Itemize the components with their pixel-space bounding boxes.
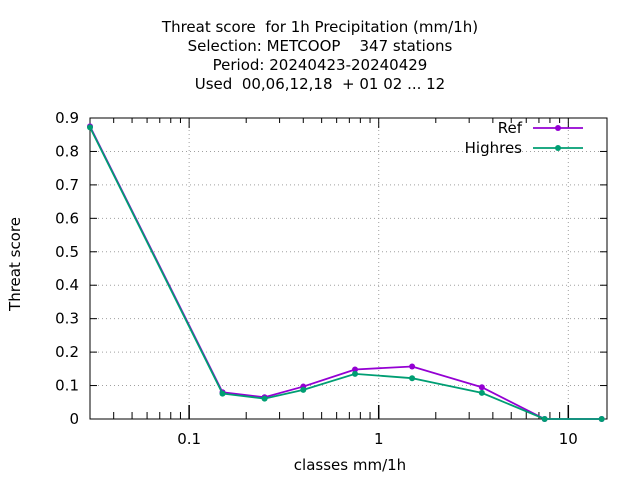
y-tick-label: 0.7 xyxy=(55,176,79,194)
x-tick-label: 10 xyxy=(559,430,578,448)
legend-marker-ref xyxy=(555,125,561,131)
x-axis-label: classes mm/1h xyxy=(293,456,407,474)
data-point-highres xyxy=(541,416,548,422)
legend-label-highres: Highres xyxy=(465,139,523,157)
y-tick-label: 0.3 xyxy=(55,310,79,328)
data-point-highres xyxy=(478,389,485,396)
data-point-highres xyxy=(87,124,93,131)
title-line-3: Period: 20240423-20240429 xyxy=(212,56,428,74)
data-point-highres xyxy=(219,390,226,397)
title-line-4: Used 00,06,12,18 + 01 02 ... 12 xyxy=(194,75,446,93)
y-tick-label: 0.4 xyxy=(55,276,79,294)
data-point-highres xyxy=(409,375,416,382)
data-point-highres xyxy=(261,395,268,402)
y-tick-label: 0.2 xyxy=(55,343,79,361)
series-line-ref xyxy=(89,125,602,420)
title-line-1: Threat score for 1h Precipitation (mm/1h… xyxy=(161,18,479,36)
y-tick-label: 0.8 xyxy=(55,142,79,160)
legend-marker-highres xyxy=(555,145,561,151)
legend-label-ref: Ref xyxy=(498,119,523,137)
data-point-highres xyxy=(352,370,359,377)
data-point-ref xyxy=(478,384,485,391)
y-tick-label: 0.5 xyxy=(55,243,79,261)
y-tick-label: 0.1 xyxy=(55,377,79,395)
title-line-2: Selection: METCOOP 347 stations xyxy=(187,37,453,55)
x-tick-label: 1 xyxy=(374,430,384,448)
data-point-highres xyxy=(300,386,307,393)
plot-frame xyxy=(89,117,608,420)
data-point-ref xyxy=(352,366,359,373)
y-tick-label: 0.6 xyxy=(55,209,79,227)
y-tick-label: 0.9 xyxy=(55,109,79,127)
data-point-ref xyxy=(409,363,416,370)
y-tick-label: 0 xyxy=(69,410,79,428)
x-tick-label: 0.1 xyxy=(177,430,201,448)
data-point-highres xyxy=(598,416,605,422)
series-line-highres xyxy=(89,126,602,420)
